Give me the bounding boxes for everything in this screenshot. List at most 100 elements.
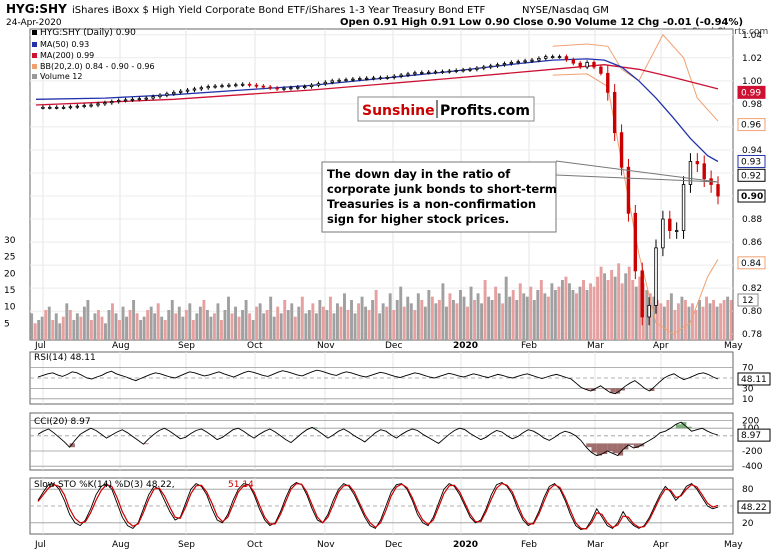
volume-bar: [191, 320, 195, 340]
volume-bar: [437, 300, 441, 340]
volume-bar: [353, 313, 357, 340]
volume-bar: [149, 306, 153, 340]
candle-body: [619, 132, 624, 168]
volume-bar: [395, 300, 399, 340]
x-tick-label-bottom: Dec: [385, 540, 402, 550]
candle-body: [254, 84, 259, 87]
sto-d-line: [37, 482, 719, 530]
volume-bar: [392, 310, 396, 340]
volume-bar: [279, 313, 283, 340]
candle-body: [592, 62, 596, 68]
volume-bar: [388, 293, 392, 340]
candle-body: [309, 84, 314, 87]
candle-body: [192, 88, 197, 91]
volume-bar: [469, 286, 473, 340]
x-tick-label-bottom: Nov: [317, 540, 335, 550]
cci-fill-down: [586, 443, 592, 448]
cci-tick-label: 200: [742, 417, 759, 427]
volume-bar: [314, 313, 318, 340]
logo-box: [357, 96, 535, 122]
volume-bar: [416, 293, 420, 340]
volume-bar: [96, 310, 100, 340]
volume-bar: [705, 296, 708, 340]
rsi-fill-down: [585, 388, 591, 390]
candle-body: [344, 79, 348, 82]
candle-body: [674, 230, 679, 232]
volume-bar: [107, 310, 111, 340]
volume-bar: [715, 306, 719, 340]
volume-bar: [599, 266, 603, 340]
volume-bar: [638, 276, 642, 340]
volume-bar: [75, 313, 79, 340]
volume-bar: [490, 300, 494, 340]
candle-body: [48, 106, 52, 109]
annotation-pointer: [555, 160, 719, 183]
ma50-line: [35, 58, 719, 163]
cci-fill-down: [602, 443, 608, 455]
volume-bar: [135, 313, 139, 340]
x-tick-label-main: Feb: [521, 341, 537, 351]
rsi-line: [37, 369, 719, 395]
volume-bar: [241, 310, 245, 340]
volume-bar: [726, 296, 730, 340]
volume-bar: [620, 283, 624, 340]
volume-bar: [58, 323, 62, 340]
annotation-line-3: Treasuries is a non-confirmation: [327, 197, 536, 211]
volume-bar: [265, 310, 269, 340]
legend-swatch-bb: [32, 64, 37, 69]
candle-body: [571, 59, 576, 64]
volume-bar: [220, 320, 223, 340]
price-tick-label: 0.88: [742, 215, 762, 225]
candle-body: [172, 91, 176, 95]
candle-body: [137, 98, 142, 101]
volume-bar: [589, 283, 592, 340]
cci-tick-label: -400: [742, 462, 763, 472]
volume-tick-label: 20: [4, 269, 16, 279]
candle-body: [323, 81, 328, 85]
volume-bar: [409, 303, 413, 340]
candle-body: [564, 56, 569, 61]
legend-ma200: MA(200) 0.99: [40, 51, 94, 60]
candle-body: [337, 79, 341, 82]
sto-tick-label: 20: [742, 519, 754, 529]
volume-bar: [624, 273, 628, 340]
rsi-badge-label: 48.11: [741, 375, 767, 385]
volume-bar: [501, 303, 505, 340]
candle-body: [261, 85, 266, 88]
volume-bar: [205, 310, 209, 340]
volume-tick-label: 10: [4, 303, 16, 313]
candle-body: [302, 86, 307, 88]
price-tick-label: 1.02: [742, 54, 762, 64]
chart-exchange: NYSE/Nasdaq GM: [522, 5, 609, 16]
x-tick-label-bottom: Jul: [34, 540, 46, 550]
candle-body: [364, 77, 369, 80]
volume-bar: [402, 306, 406, 340]
x-tick-label-bottom: May: [724, 540, 743, 550]
cci-fill-down: [143, 443, 149, 445]
volume-bar: [318, 300, 322, 340]
volume-bar: [72, 320, 76, 340]
candle-body: [89, 104, 93, 107]
candle-body: [247, 83, 252, 86]
cci-fill-down: [69, 443, 75, 448]
volume-bar: [592, 286, 596, 340]
volume-bar: [216, 303, 220, 340]
price-badge-bb_upper: [737, 118, 766, 132]
candle-body: [585, 62, 589, 68]
price-tick-label: 0.82: [742, 284, 762, 294]
sunshine-profits-logo: Sunshine Profits.com: [357, 96, 535, 122]
candle-body: [695, 161, 700, 165]
volume-bar: [722, 300, 726, 340]
candle-body: [482, 66, 486, 69]
price-badge-label-bb_upper: 0.96: [741, 121, 761, 131]
volume-bar: [364, 306, 368, 340]
volume-bar: [645, 290, 649, 340]
sto-badge: [737, 500, 771, 514]
cci-tick-label: -200: [742, 447, 763, 457]
candle-body: [103, 102, 107, 105]
volume-tick-label: 30: [4, 236, 16, 246]
volume-bar: [719, 303, 723, 340]
volume-tick-label: 15: [4, 286, 15, 296]
cci-fill-down: [633, 443, 639, 448]
candle-body: [426, 71, 431, 74]
